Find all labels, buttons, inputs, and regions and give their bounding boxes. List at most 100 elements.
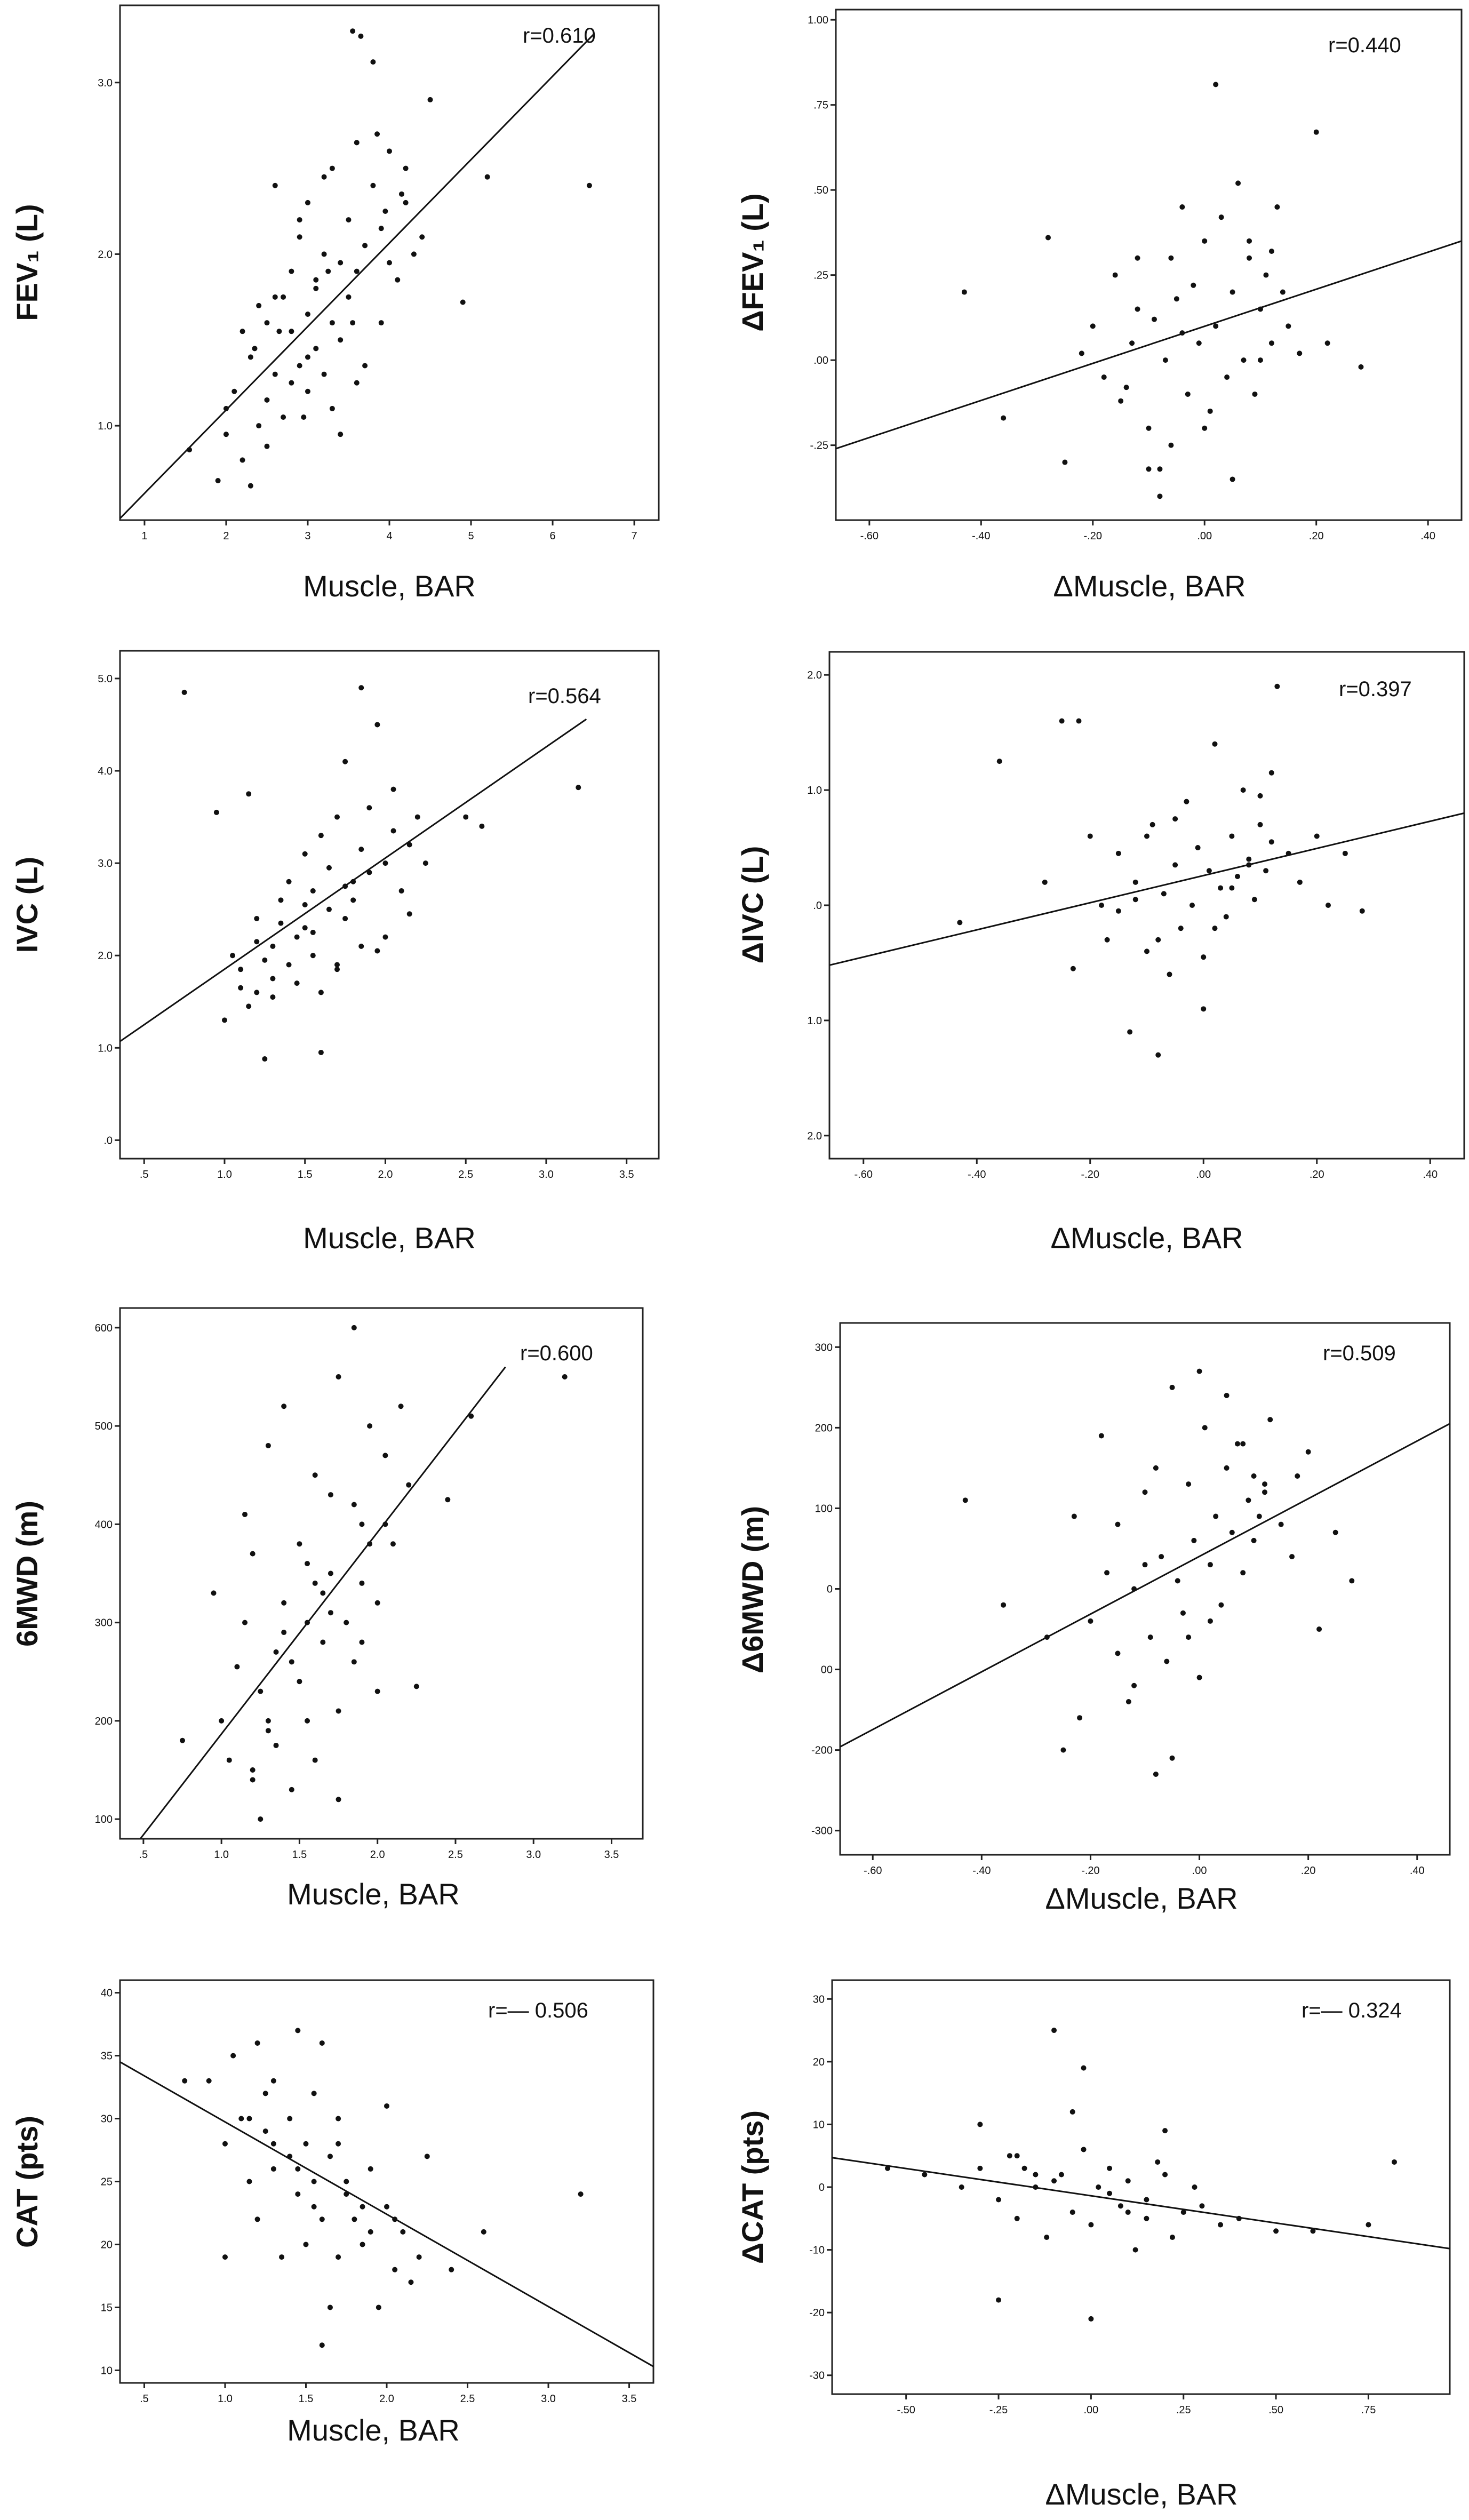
y-tick-label: 25 [101,2176,113,2188]
data-point [278,920,284,926]
data-point [382,1453,388,1458]
data-point [1199,2203,1205,2209]
x-tick-label: 1 [141,530,147,542]
data-point [1104,937,1110,943]
data-point [1118,398,1124,404]
y-tick-label: 3.0 [98,77,113,89]
data-points [180,1325,568,1822]
data-point [281,1403,287,1409]
data-point [1168,255,1174,261]
data-point [289,380,294,386]
x-tick-label: 3.0 [541,2393,556,2405]
data-point [301,414,307,420]
data-point [254,939,260,945]
data-point [1213,323,1219,329]
data-point [222,2254,228,2260]
data-point [1366,2222,1371,2228]
data-point [962,1497,968,1503]
data-point [223,405,229,411]
data-point [384,2204,389,2210]
data-point [327,2304,333,2310]
y-tick-label: 200 [815,1422,833,1434]
data-point [254,915,260,921]
data-point [303,2242,309,2247]
data-point [1123,385,1129,390]
data-point [374,948,380,954]
data-point [1155,1052,1161,1058]
data-point [382,209,388,214]
y-tick-label: 4.0 [98,765,113,777]
data-point [1324,340,1330,346]
data-point [1247,238,1252,244]
data-point [378,320,384,326]
data-point [368,2166,373,2172]
data-point [1218,1602,1224,1608]
data-point [468,1413,474,1419]
y-tick-label: 100 [815,1503,833,1514]
data-point [1295,1473,1300,1479]
y-tick-label: 200 [95,1716,113,1727]
data-points [885,2028,1397,2322]
data-point [1289,1554,1295,1560]
y-tick-label: .50 [813,185,828,196]
data-point [1186,1634,1192,1640]
data-point [1076,718,1082,724]
data-point [320,1639,326,1645]
data-point [311,2091,317,2096]
y-axis-label: 6MWD (m) [10,1501,44,1647]
data-point [286,879,292,884]
x-tick-label: .40 [1410,1865,1425,1877]
y-tick-label: 1.0 [98,420,113,432]
data-point [1189,903,1195,908]
y-axis-label: Δ6MWD (m) [736,1506,769,1673]
data-point [360,2242,365,2247]
correlation-label: r=0.600 [520,1342,593,1365]
data-point [297,1679,302,1685]
data-point [996,759,1002,764]
data-point [400,2229,406,2235]
data-point [1180,1610,1186,1616]
data-point [1257,357,1263,363]
data-point [374,131,380,137]
data-point [1268,340,1274,346]
data-point [313,346,319,352]
x-tick-label: .5 [140,2393,149,2405]
data-point [1142,1562,1148,1568]
data-point [1042,879,1048,885]
data-point [328,1492,333,1498]
y-axis-label: ΔIVC (L) [736,846,769,964]
panel-fev1: 1 2 3 4 5 6 7 1.0 2.0 3.0 r=0.610 Muscle, BAR FEV… [10,4,660,603]
fit-line [139,1366,506,1839]
data-point [392,2267,398,2272]
data-point [354,268,360,274]
data-point [1112,272,1118,278]
x-tick-label: -.20 [1081,1865,1099,1877]
data-point [1021,2165,1027,2171]
data-point [270,994,276,1000]
y-tick-label: -200 [811,1745,833,1757]
data-point [1169,1384,1175,1390]
data-point [246,2116,252,2122]
data-point [238,985,244,991]
data-point [1278,1521,1284,1527]
data-point [1229,885,1235,891]
correlation-label: r=0.610 [523,24,596,47]
data-point [305,200,310,205]
data-point [295,2028,301,2033]
data-point [424,2154,430,2159]
data-point [1104,1570,1110,1576]
data-point [182,2078,188,2084]
data-point [576,785,581,791]
data-point [294,980,300,986]
data-point [1240,1570,1246,1576]
data-point [1191,1537,1197,1543]
data-point [1185,391,1191,397]
data-point [1186,1481,1192,1487]
data-point [1153,1465,1159,1471]
x-tick-label: .40 [1420,530,1435,542]
data-point [305,1718,310,1724]
y-tick-label: 100 [95,1814,113,1825]
data-point [334,967,340,972]
data-point [398,1403,404,1409]
y-tick-label: 20 [813,2056,825,2068]
